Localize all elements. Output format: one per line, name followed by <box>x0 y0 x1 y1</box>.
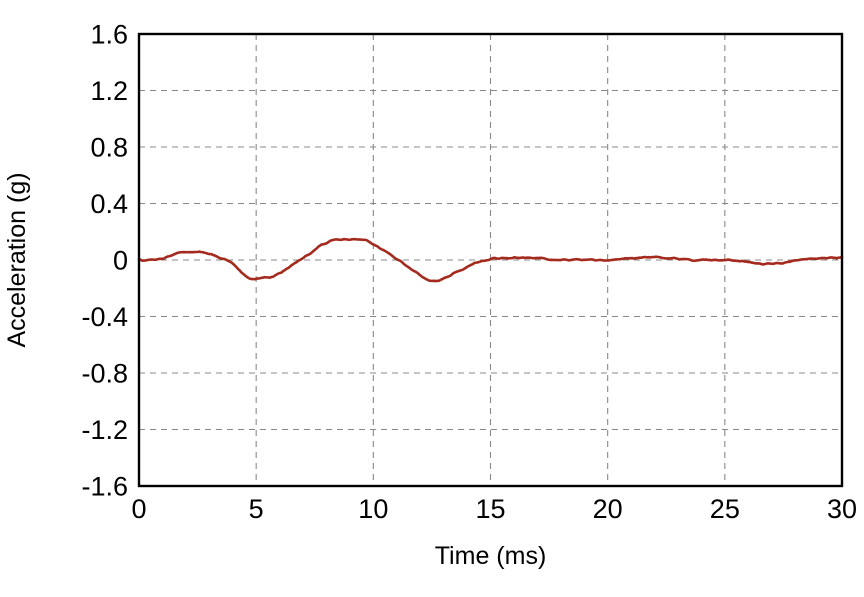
svg-text:-1.2: -1.2 <box>81 415 128 445</box>
svg-text:1.6: 1.6 <box>90 20 128 50</box>
svg-text:-0.8: -0.8 <box>81 359 128 389</box>
svg-text:0: 0 <box>113 246 128 276</box>
svg-text:20: 20 <box>593 494 623 524</box>
svg-text:1.2: 1.2 <box>90 76 128 106</box>
svg-text:30: 30 <box>827 494 857 524</box>
svg-text:0: 0 <box>131 494 146 524</box>
svg-text:0.8: 0.8 <box>90 133 128 163</box>
svg-text:10: 10 <box>358 494 388 524</box>
svg-text:-1.6: -1.6 <box>81 472 128 502</box>
svg-text:Time (ms): Time (ms) <box>435 542 547 570</box>
svg-text:15: 15 <box>475 494 505 524</box>
svg-text:-0.4: -0.4 <box>81 302 128 332</box>
svg-text:5: 5 <box>249 494 264 524</box>
svg-text:0.4: 0.4 <box>90 189 128 219</box>
svg-text:Acceleration (g): Acceleration (g) <box>3 172 31 347</box>
svg-text:25: 25 <box>710 494 740 524</box>
